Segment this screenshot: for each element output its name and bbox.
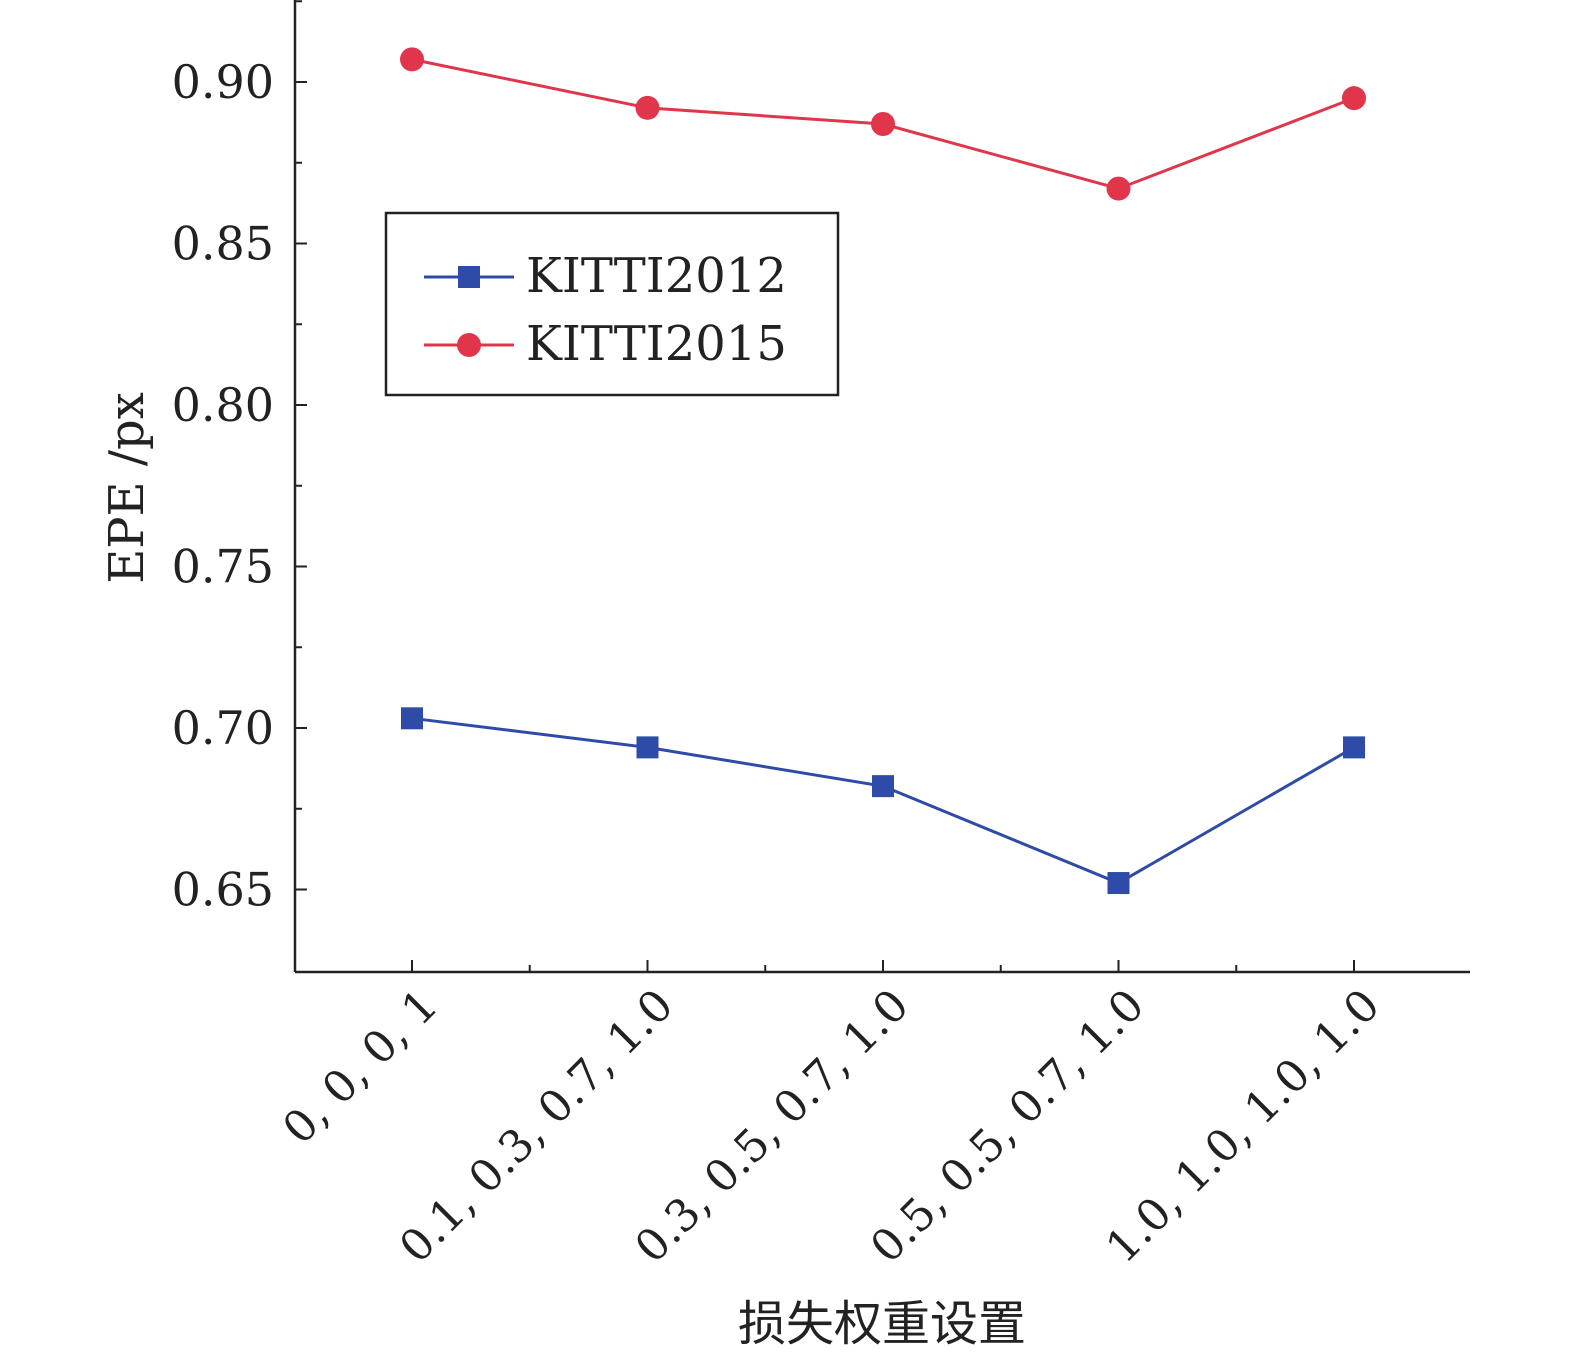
legend-box [384, 211, 840, 397]
data-point [400, 47, 424, 72]
y-tick-label: 0.90 [172, 55, 274, 109]
series-line [411, 716, 1355, 885]
x-axis-title: 损失权重设置 [738, 1296, 1026, 1352]
series-kitti2015 [400, 47, 1366, 201]
y-tick-label: 0.65 [172, 863, 274, 917]
x-ticks: 0, 0, 0, 10.1, 0.3, 0.7, 1.00.3, 0.5, 0.… [273, 960, 1390, 1273]
data-point [1106, 176, 1131, 201]
y-tick-label: 0.70 [172, 701, 274, 755]
data-point [1343, 736, 1365, 759]
y-tick-label: 0.75 [172, 540, 274, 594]
data-point [635, 95, 660, 120]
data-point [1107, 872, 1130, 895]
legend-label-kitti2012: KITTI2012 [526, 248, 787, 304]
legend: KITTI2012 KITTI2015 [384, 211, 840, 397]
y-tick-label: 0.85 [172, 217, 274, 271]
data-point [872, 775, 894, 798]
series-layer [400, 47, 1366, 895]
y-axis-title: EPE /px [99, 392, 155, 584]
x-tick-label: 0, 0, 0, 1 [273, 980, 448, 1155]
legend-marker-kitti2015 [457, 333, 481, 357]
data-point [871, 111, 895, 136]
data-point [401, 707, 423, 730]
axes [293, 0, 1470, 974]
series-kitti2012 [401, 707, 1365, 895]
y-tick-label: 0.80 [172, 378, 274, 432]
data-point [1342, 86, 1366, 111]
legend-marker-kitti2012 [458, 266, 480, 288]
y-ticks: 0.65 0.70 0.75 0.80 0.85 0.90 [172, 0, 307, 917]
legend-label-kitti2015: KITTI2015 [526, 316, 787, 372]
data-point [636, 736, 659, 759]
